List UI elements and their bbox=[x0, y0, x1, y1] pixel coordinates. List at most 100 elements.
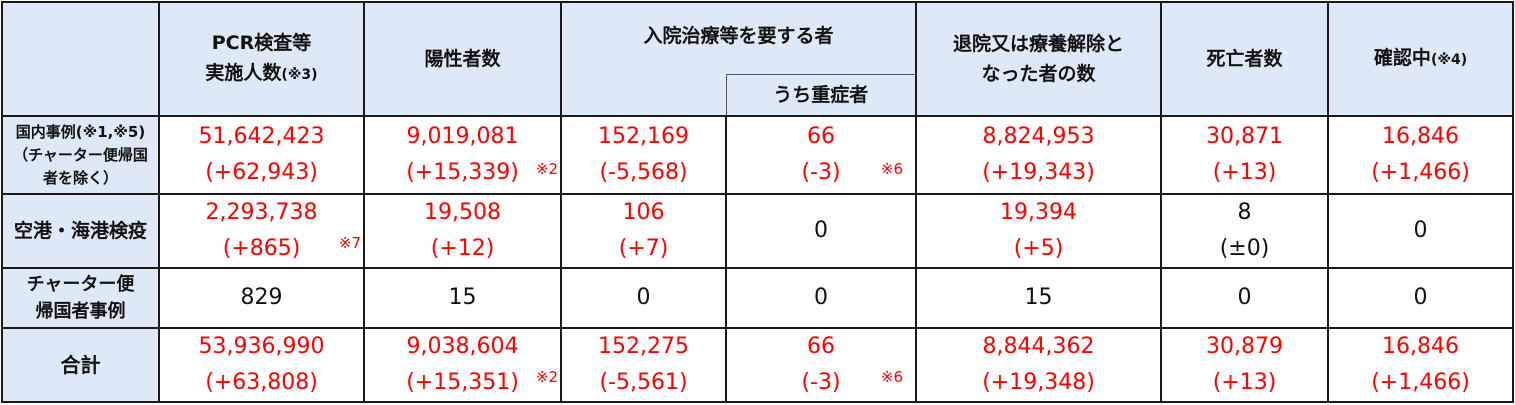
header-hospital: 入院治療等を要する者 bbox=[559, 1, 918, 74]
cell-value: 0 bbox=[814, 285, 828, 310]
cell-change: (+15,351) bbox=[406, 370, 519, 395]
cell-discharged: 8,844,362 (+19,348) bbox=[915, 327, 1163, 403]
cell-hospital: 152,275 (-5,561) bbox=[560, 327, 727, 403]
header-hospital-spacer bbox=[560, 74, 726, 117]
cell-confirming: 16,846 (+1,466) bbox=[1327, 327, 1515, 403]
cell-change: (+1,466) bbox=[1371, 370, 1470, 395]
cell-change: (-3) bbox=[801, 160, 841, 185]
row-label: チャーター便 帰国者事例 bbox=[1, 267, 160, 329]
cell-value: 0 bbox=[1237, 285, 1252, 310]
cell-value: 15 bbox=[448, 285, 477, 310]
table-row: 合計 53,936,990 (+63,808) 9,038,604 (+15,351) ※… bbox=[1, 327, 1515, 403]
cell-change: (+1,466) bbox=[1371, 160, 1470, 185]
cell-positive: 9,038,604 (+15,351) ※2 bbox=[363, 327, 562, 403]
cell-pcr: 829 bbox=[158, 267, 365, 329]
cell-discharged: 15 bbox=[915, 267, 1163, 329]
cell-value: 152,169 bbox=[598, 124, 689, 149]
table-row: 空港・海港検疫 2,293,738 (+865) ※7 19,508 (+12) 106 (+… bbox=[1, 193, 1515, 269]
header-confirming: 確認中(※4) bbox=[1327, 1, 1515, 117]
cell-change: (+13) bbox=[1212, 160, 1277, 185]
cell-change: (+12) bbox=[430, 236, 495, 261]
row-label-line: 国内事例(※1,※5) bbox=[15, 122, 146, 141]
footnote-mark: ※6 bbox=[880, 160, 904, 178]
row-label-line: 者を除く） bbox=[42, 168, 118, 187]
cell-value: 51,642,423 bbox=[198, 124, 325, 149]
cell-value: 8 bbox=[1237, 200, 1252, 225]
cell-change: (+19,348) bbox=[982, 370, 1095, 395]
cell-confirming: 0 bbox=[1327, 267, 1515, 329]
cell-hospital: 152,169 (-5,568) bbox=[560, 115, 727, 195]
table-row: 国内事例(※1,※5) （チャーター便帰国 者を除く） 51,642,423 (+62,… bbox=[1, 115, 1515, 195]
cell-value: 30,871 bbox=[1206, 124, 1283, 149]
row-label-line: チャーター便 bbox=[26, 274, 135, 295]
cell-change: (-5,561) bbox=[599, 370, 688, 395]
cell-deaths: 30,871 (+13) bbox=[1160, 115, 1330, 195]
cell-value: 30,879 bbox=[1206, 334, 1283, 359]
header-pcr: PCR検査等 実施人数(※3) bbox=[158, 1, 365, 117]
cell-value: 9,019,081 bbox=[406, 124, 519, 149]
cell-change: (-5,568) bbox=[599, 160, 688, 185]
cell-value: 8,824,953 bbox=[982, 124, 1095, 149]
cell-change: (-3) bbox=[801, 370, 841, 395]
header-discharged: 退院又は療養解除と なった者の数 bbox=[915, 1, 1163, 117]
cell-discharged: 8,824,953 (+19,343) bbox=[915, 115, 1163, 195]
cell-value: 9,038,604 bbox=[406, 334, 519, 359]
row-label: 国内事例(※1,※5) （チャーター便帰国 者を除く） bbox=[1, 115, 160, 195]
cell-severe: 66 (-3) ※6 bbox=[724, 115, 918, 195]
cell-value: 2,293,738 bbox=[205, 200, 318, 225]
row-label-line: 合計 bbox=[60, 352, 101, 377]
cell-change: (+15,339) bbox=[406, 160, 519, 185]
cell-discharged: 19,394 (+5) bbox=[915, 193, 1163, 269]
footnote-mark: ※2 bbox=[535, 160, 558, 178]
cell-pcr: 53,936,990 (+63,808) bbox=[158, 327, 365, 403]
header-severe: うち重症者 bbox=[725, 73, 918, 117]
cell-pcr: 2,293,738 (+865) ※7 bbox=[158, 193, 365, 269]
cell-value: 106 bbox=[622, 200, 665, 225]
cell-hospital: 106 (+7) bbox=[560, 193, 727, 269]
cell-value: 0 bbox=[814, 218, 828, 243]
row-label-line: 空港・海港検疫 bbox=[13, 219, 147, 242]
header-positive: 陽性者数 bbox=[363, 1, 562, 117]
table-row: チャーター便 帰国者事例 829 15 0 0 15 0 0 bbox=[1, 267, 1515, 329]
cell-value: 16,846 bbox=[1382, 124, 1459, 149]
cell-value: 16,846 bbox=[1382, 334, 1459, 359]
cell-value: 8,844,362 bbox=[982, 334, 1095, 359]
cell-confirming: 0 bbox=[1327, 193, 1515, 269]
cell-severe: 0 bbox=[724, 267, 918, 329]
cell-positive: 19,508 (+12) bbox=[363, 193, 562, 269]
cell-value: 0 bbox=[1413, 285, 1428, 310]
row-label-line: 帰国者事例 bbox=[35, 301, 126, 322]
cell-deaths: 30,879 (+13) bbox=[1160, 327, 1330, 403]
cell-hospital: 0 bbox=[560, 267, 727, 329]
corner-header bbox=[1, 1, 160, 117]
cell-change: (+7) bbox=[618, 236, 669, 261]
cell-deaths: 8 (±0) bbox=[1160, 193, 1330, 269]
cell-severe: 0 bbox=[724, 193, 918, 269]
cell-value: 19,394 bbox=[1000, 200, 1077, 225]
cell-value: 19,508 bbox=[424, 200, 501, 225]
cell-value: 66 bbox=[807, 124, 835, 149]
row-label: 合計 bbox=[1, 327, 160, 403]
header-deaths: 死亡者数 bbox=[1160, 1, 1330, 117]
footnote-mark: ※6 bbox=[880, 368, 904, 386]
cell-positive: 15 bbox=[363, 267, 562, 329]
cell-change: (+63,808) bbox=[205, 370, 318, 395]
cell-value: 0 bbox=[636, 285, 651, 310]
cell-value: 15 bbox=[1024, 285, 1053, 310]
cell-value: 66 bbox=[807, 334, 835, 359]
cell-value: 53,936,990 bbox=[198, 334, 325, 359]
row-label-line: （チャーター便帰国 bbox=[13, 145, 148, 164]
cell-change: (+62,943) bbox=[205, 160, 318, 185]
cell-confirming: 16,846 (+1,466) bbox=[1327, 115, 1515, 195]
cell-value: 829 bbox=[240, 285, 283, 310]
cell-deaths: 0 bbox=[1160, 267, 1330, 329]
cell-change: (+5) bbox=[1013, 236, 1064, 261]
footnote-mark: ※7 bbox=[338, 234, 361, 252]
cell-positive: 9,019,081 (+15,339) ※2 bbox=[363, 115, 562, 195]
cell-severe: 66 (-3) ※6 bbox=[724, 327, 918, 403]
cell-value: 0 bbox=[1413, 218, 1428, 243]
cell-change: (+19,343) bbox=[982, 160, 1095, 185]
cell-change: (+865) bbox=[222, 236, 301, 261]
row-label: 空港・海港検疫 bbox=[1, 193, 160, 269]
